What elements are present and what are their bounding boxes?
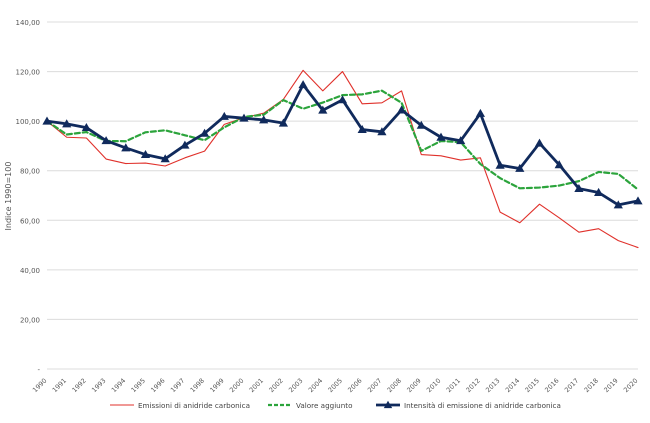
- data-point-marker: [239, 113, 249, 122]
- data-point-marker: [613, 200, 623, 209]
- data-point-marker: [318, 105, 328, 114]
- data-point-marker: [475, 108, 485, 117]
- x-tick-label: 2003: [287, 377, 304, 394]
- data-point-marker: [62, 119, 72, 128]
- data-point-marker: [456, 136, 466, 145]
- data-point-marker: [259, 115, 269, 124]
- y-tick-label: 60,00: [20, 217, 40, 225]
- x-tick-label: 2000: [228, 377, 245, 394]
- x-tick-label: 2018: [583, 377, 600, 394]
- series-markers: [42, 80, 643, 209]
- x-tick-label: 2011: [445, 377, 462, 394]
- data-point-marker: [337, 95, 348, 104]
- x-tick-label: 1999: [208, 377, 225, 394]
- data-point-marker: [101, 136, 111, 145]
- x-tick-label: 2015: [524, 377, 541, 394]
- data-point-marker: [594, 187, 604, 196]
- data-point-marker: [534, 138, 545, 147]
- x-tick-label: 1991: [51, 377, 68, 394]
- series-line-2: [45, 89, 640, 191]
- y-tick-label: 120,00: [16, 69, 41, 77]
- series-line-1: [46, 69, 639, 249]
- x-tick-label: 2005: [327, 377, 344, 394]
- data-point-marker: [140, 150, 151, 159]
- y-tick-label: -: [37, 366, 40, 374]
- legend-label: Intensità di emissione di anidride carbo…: [404, 401, 561, 410]
- x-tick-label: 2019: [602, 377, 619, 394]
- x-tick-label: 2001: [248, 377, 265, 394]
- data-point-marker: [160, 154, 170, 163]
- x-tick-label: 2002: [267, 377, 284, 394]
- x-axis-ticks: 1990 1991 1992 1993 1994 1995 1996 1997 1998 1999…: [31, 377, 639, 394]
- x-tick-label: 2004: [307, 377, 324, 394]
- data-point-marker: [633, 196, 643, 205]
- x-tick-label: 2007: [366, 377, 383, 394]
- data-point-marker: [397, 105, 407, 114]
- x-tick-label: 2012: [464, 377, 481, 394]
- x-tick-label: 2006: [346, 377, 363, 394]
- data-point-marker: [180, 140, 190, 149]
- x-tick-label: 1993: [90, 377, 107, 394]
- data-point-marker: [377, 127, 387, 136]
- legend-label: Emissioni di anidride carbonica: [138, 401, 250, 410]
- data-point-marker: [200, 128, 210, 137]
- x-tick-label: 2010: [425, 377, 442, 394]
- grid-lines: [47, 21, 638, 370]
- x-tick-label: 1995: [130, 377, 147, 394]
- x-tick-label: 2017: [563, 377, 580, 394]
- x-tick-label: 1994: [110, 377, 127, 394]
- x-tick-label: 2014: [504, 377, 521, 394]
- data-point-marker: [121, 143, 131, 152]
- data-point-marker: [278, 118, 288, 127]
- data-point-marker: [436, 132, 446, 141]
- x-tick-label: 2020: [622, 377, 639, 394]
- x-tick-label: 2008: [386, 377, 403, 394]
- data-point-marker: [554, 160, 564, 169]
- legend-marker: [383, 400, 393, 409]
- data-point-marker: [495, 160, 505, 169]
- data-point-marker: [298, 80, 308, 89]
- y-tick-label: 20,00: [20, 316, 40, 324]
- y-tick-label: 100,00: [16, 118, 41, 126]
- x-tick-label: 1996: [149, 377, 166, 394]
- y-tick-label: 140,00: [16, 19, 41, 27]
- y-axis-label: Indice 1990=100: [4, 162, 13, 231]
- x-tick-label: 2016: [543, 377, 560, 394]
- data-point-marker: [219, 111, 229, 120]
- y-tick-label: 40,00: [20, 267, 40, 275]
- x-tick-label: 1997: [169, 377, 186, 394]
- x-tick-label: 1990: [31, 377, 48, 394]
- legend: Emissioni di anidride carbonica Valore ag…: [110, 400, 561, 410]
- y-axis-ticks: - 20,00 40,00 60,00 80,00 100,00 120,00 140,00: [16, 19, 41, 374]
- data-point-marker: [357, 124, 367, 134]
- y-tick-label: 80,00: [20, 168, 40, 176]
- x-tick-label: 2009: [405, 377, 422, 394]
- x-tick-label: 1998: [189, 377, 206, 394]
- data-point-marker: [416, 120, 426, 129]
- data-point-marker: [42, 116, 52, 125]
- data-point-marker: [515, 163, 525, 172]
- data-point-marker: [81, 122, 91, 132]
- legend-label: Valore aggiunto: [296, 401, 353, 410]
- data-point-marker: [574, 183, 584, 193]
- x-tick-label: 2013: [484, 377, 501, 394]
- x-tick-label: 1992: [70, 377, 87, 394]
